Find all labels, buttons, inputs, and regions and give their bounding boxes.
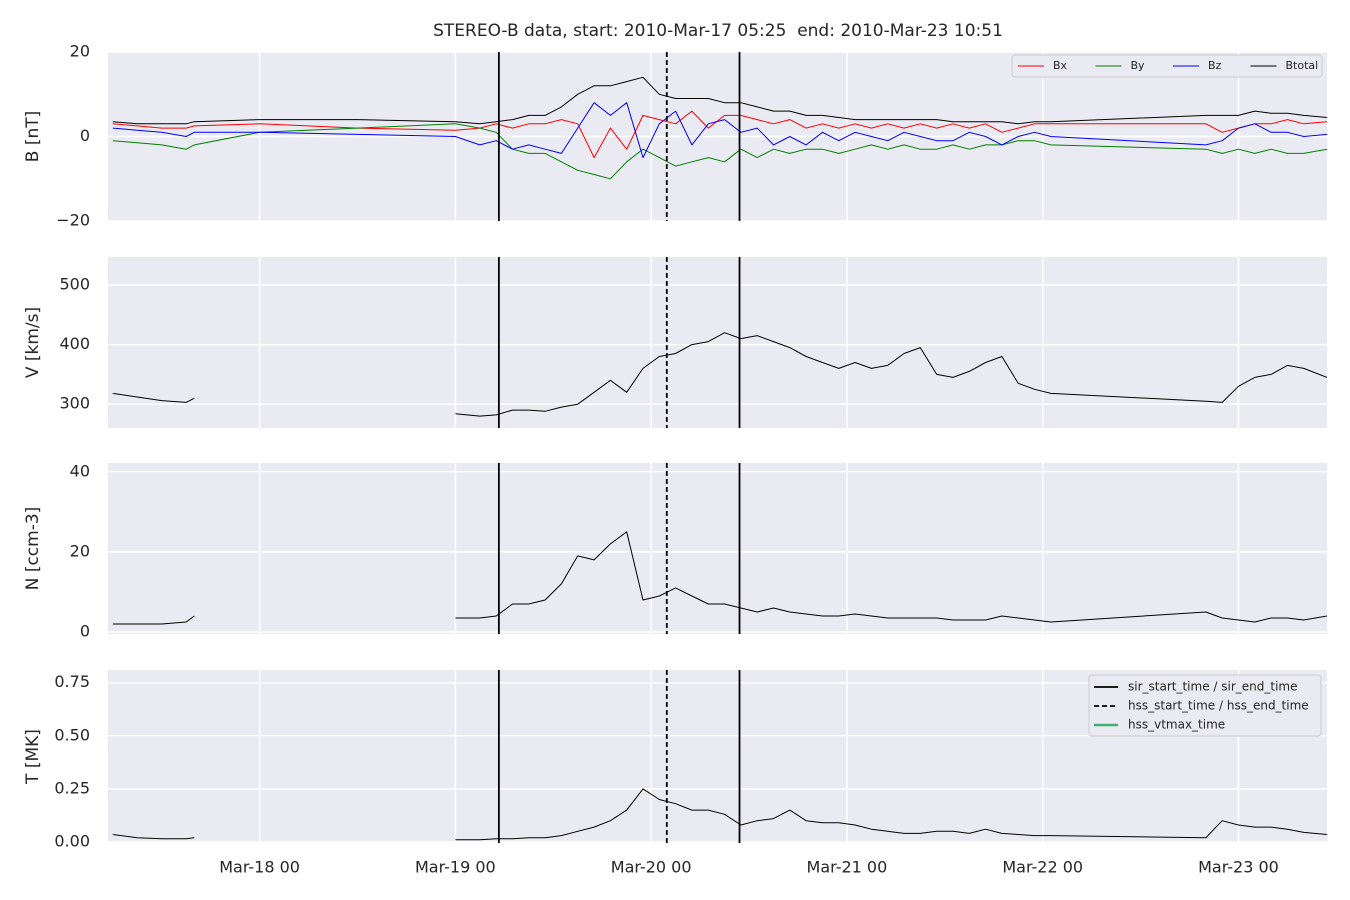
legend-label: Bz [1208, 59, 1222, 72]
x-tick-label: Mar-22 00 [1002, 858, 1083, 877]
y-tick-label: 0 [80, 621, 90, 640]
y-tick-label: −20 [56, 211, 90, 230]
data-line [112, 531, 1327, 625]
y-tick-label: 0.75 [54, 672, 90, 691]
legend-label: hss_start_time / hss_end_time [1128, 699, 1309, 713]
y-axis-label: V [km/s] [23, 307, 43, 378]
y-tick-label: 40 [70, 461, 90, 480]
y-tick-label: 0 [80, 126, 90, 145]
data-line [112, 332, 1327, 417]
y-tick-label: 0.00 [54, 831, 90, 850]
data-line [112, 110, 1327, 159]
legend-label: By [1131, 59, 1146, 72]
legend-label: Bx [1053, 59, 1068, 72]
y-tick-label: 20 [70, 42, 90, 61]
y-axis-label: T [MK] [23, 729, 43, 785]
data-line [112, 102, 1327, 159]
y-tick-label: 300 [59, 394, 90, 413]
x-tick-label: Mar-23 00 [1198, 858, 1279, 877]
y-tick-label: 500 [59, 275, 90, 294]
x-tick-label: Mar-21 00 [807, 858, 888, 877]
y-tick-label: 20 [70, 541, 90, 560]
y-tick-label: 400 [59, 334, 90, 353]
legend-label: sir_start_time / sir_end_time [1128, 680, 1298, 694]
legend-box [1088, 674, 1322, 737]
chart-title: STEREO-B data, start: 2010-Mar-17 05:25 … [433, 21, 1003, 41]
x-tick-label: Mar-18 00 [219, 858, 300, 877]
y-tick-label: 0.50 [54, 725, 90, 744]
legend-box [1011, 54, 1323, 78]
data-line [112, 788, 1327, 841]
y-axis-label: B [nT] [23, 111, 43, 163]
y-axis-label: N [ccm-3] [23, 507, 43, 591]
x-tick-label: Mar-19 00 [415, 858, 496, 877]
data-line [112, 123, 1327, 180]
data-line [112, 76, 1327, 125]
legend-label: hss_vtmax_time [1128, 718, 1225, 732]
plot-background [108, 257, 1327, 428]
x-tick-label: Mar-20 00 [611, 858, 692, 877]
legend-label: Btotal [1286, 59, 1319, 72]
plot-background [108, 463, 1327, 634]
y-tick-label: 0.25 [54, 778, 90, 797]
